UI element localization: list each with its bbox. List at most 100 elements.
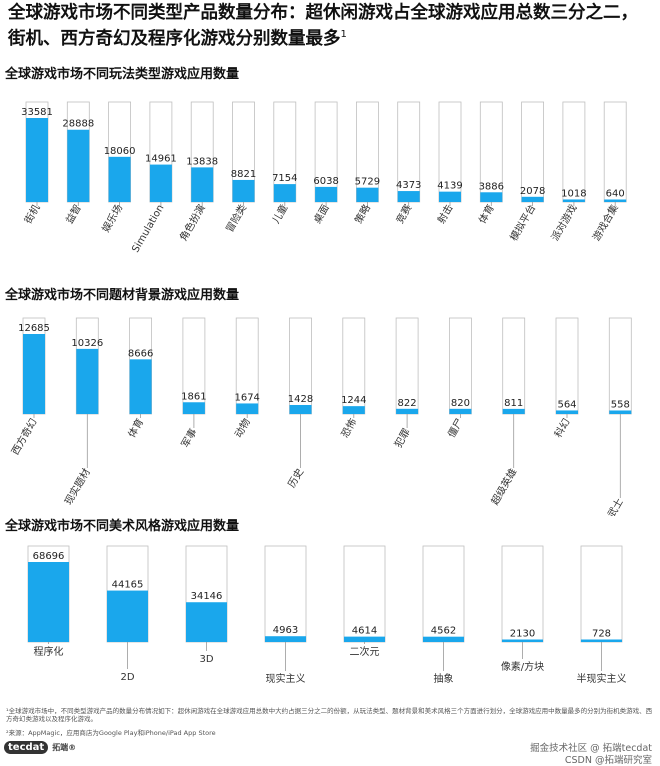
value-label: 1861 xyxy=(181,391,206,402)
category-label: 恐怖 xyxy=(338,416,359,440)
headline-text: 全球游戏市场不同类型产品数量分布：超休闲游戏占全球游戏应用总数三分之二，街机、西… xyxy=(8,3,638,49)
value-label: 2130 xyxy=(510,629,535,640)
headline: 全球游戏市场不同类型产品数量分布：超休闲游戏占全球游戏应用总数三分之二，街机、西… xyxy=(8,2,653,50)
bar xyxy=(449,408,472,414)
value-label: 1244 xyxy=(341,395,366,406)
brand-name: 拓端® xyxy=(52,742,77,752)
category-label: 派对游戏 xyxy=(548,202,579,243)
value-label: 1674 xyxy=(234,392,259,403)
value-label: 14961 xyxy=(145,154,177,165)
category-label: 僵尸 xyxy=(446,417,466,440)
category-label: 体育 xyxy=(125,416,146,440)
bar xyxy=(186,602,227,642)
category-label: 2D xyxy=(120,672,134,683)
footnote-2: ²来源：AppMagic，应用商店为Google Play和iPhone/iPa… xyxy=(6,729,216,737)
category-label: 游戏合集 xyxy=(590,202,621,243)
chart-theme: 12685 西方奇幻 10326 现实题材 8666 体育 1861 军事 1674 动物 1428… xyxy=(8,317,632,516)
value-label: 640 xyxy=(606,189,625,200)
bar-outline xyxy=(603,101,627,203)
bar xyxy=(315,186,338,202)
value-label: 3886 xyxy=(479,181,504,192)
category-label: 历史 xyxy=(286,467,306,490)
bar xyxy=(480,192,503,202)
category-label: 娱乐场 xyxy=(99,202,125,234)
value-label: 18060 xyxy=(104,146,136,157)
category-label: 现实题材 xyxy=(62,466,93,507)
bar xyxy=(289,404,312,414)
value-label: 5729 xyxy=(355,177,380,188)
bar xyxy=(108,156,131,202)
bar xyxy=(342,406,365,414)
category-label: 半现实主义 xyxy=(577,672,627,685)
value-label: 820 xyxy=(451,398,470,409)
value-label: 558 xyxy=(611,399,630,410)
category-label: 像素/方块 xyxy=(501,660,544,673)
bar xyxy=(265,636,306,642)
bar xyxy=(67,129,90,202)
category-label: 桌面 xyxy=(310,202,331,226)
chart-gameplay: 33581 街机 28888 益智 18060 娱乐场 14961 Simulation 138… xyxy=(21,101,627,255)
value-label: 4373 xyxy=(396,180,421,191)
watermark-csdn: CSDN @拓端研究室 xyxy=(564,755,652,766)
bar xyxy=(182,402,205,414)
value-label: 44165 xyxy=(112,580,144,591)
value-label: 28888 xyxy=(62,119,94,130)
value-label: 7154 xyxy=(272,173,297,184)
category-label: 策略 xyxy=(352,202,373,226)
bar xyxy=(236,403,259,414)
category-label: 现实主义 xyxy=(266,672,306,685)
value-label: 564 xyxy=(557,399,576,410)
value-label: 10326 xyxy=(71,338,103,349)
category-label: 竞赛 xyxy=(393,202,414,226)
bar xyxy=(356,187,379,202)
bar xyxy=(439,191,461,202)
category-label: 角色扮演 xyxy=(177,202,208,243)
value-label: 4562 xyxy=(431,626,456,637)
bar xyxy=(521,196,544,202)
category-label: 超级英雄 xyxy=(488,466,519,507)
chart-title-art-style: 全球游戏市场不同美术风格游戏应用数量 xyxy=(5,519,240,534)
category-label: 冒险类 xyxy=(223,202,249,234)
value-label: 1018 xyxy=(561,188,586,199)
value-label: 13838 xyxy=(186,156,218,167)
footnote-1: ¹全球游戏市场中，不同类型游戏产品的数量分布情况如下：超休闲游戏在全球游戏应用总… xyxy=(6,707,653,723)
chart-title-theme: 全球游戏市场不同题材背景游戏应用数量 xyxy=(5,288,240,303)
value-label: 1428 xyxy=(288,394,313,405)
bar xyxy=(26,118,48,202)
value-label: 4614 xyxy=(352,626,377,637)
brand-logo: tecdat 拓端® xyxy=(4,741,76,754)
bar xyxy=(609,410,632,414)
category-label: 动物 xyxy=(232,416,253,440)
category-label: 益智 xyxy=(63,202,84,226)
bar xyxy=(556,410,578,414)
bar xyxy=(107,590,148,642)
chart-title-gameplay: 全球游戏市场不同玩法类型游戏应用数量 xyxy=(5,67,240,82)
bar xyxy=(423,636,464,642)
bar xyxy=(502,408,525,414)
bar xyxy=(344,636,385,642)
value-label: 728 xyxy=(592,629,611,640)
category-label: 二次元 xyxy=(350,645,380,658)
value-label: 4963 xyxy=(273,625,298,636)
category-label: 模拟平台 xyxy=(507,202,538,243)
category-label: 射击 xyxy=(435,203,455,226)
category-label: 军事 xyxy=(178,426,199,450)
bar xyxy=(562,199,585,202)
value-label: 4139 xyxy=(437,181,462,192)
tecdat-logo-icon: tecdat xyxy=(4,741,49,754)
bar xyxy=(191,167,214,202)
bar xyxy=(502,639,543,642)
bar xyxy=(397,191,420,202)
value-label: 822 xyxy=(398,398,417,409)
value-label: 34146 xyxy=(191,591,223,602)
bar xyxy=(396,408,419,414)
category-label: 街机 xyxy=(21,202,42,226)
category-label: 科幻 xyxy=(551,416,572,440)
category-label: 3D xyxy=(199,654,213,665)
value-label: 33581 xyxy=(21,107,53,118)
value-label: 811 xyxy=(504,398,523,409)
value-label: 12685 xyxy=(18,323,50,334)
bar xyxy=(149,164,172,202)
bar xyxy=(604,199,627,202)
bar-outline xyxy=(562,101,586,203)
